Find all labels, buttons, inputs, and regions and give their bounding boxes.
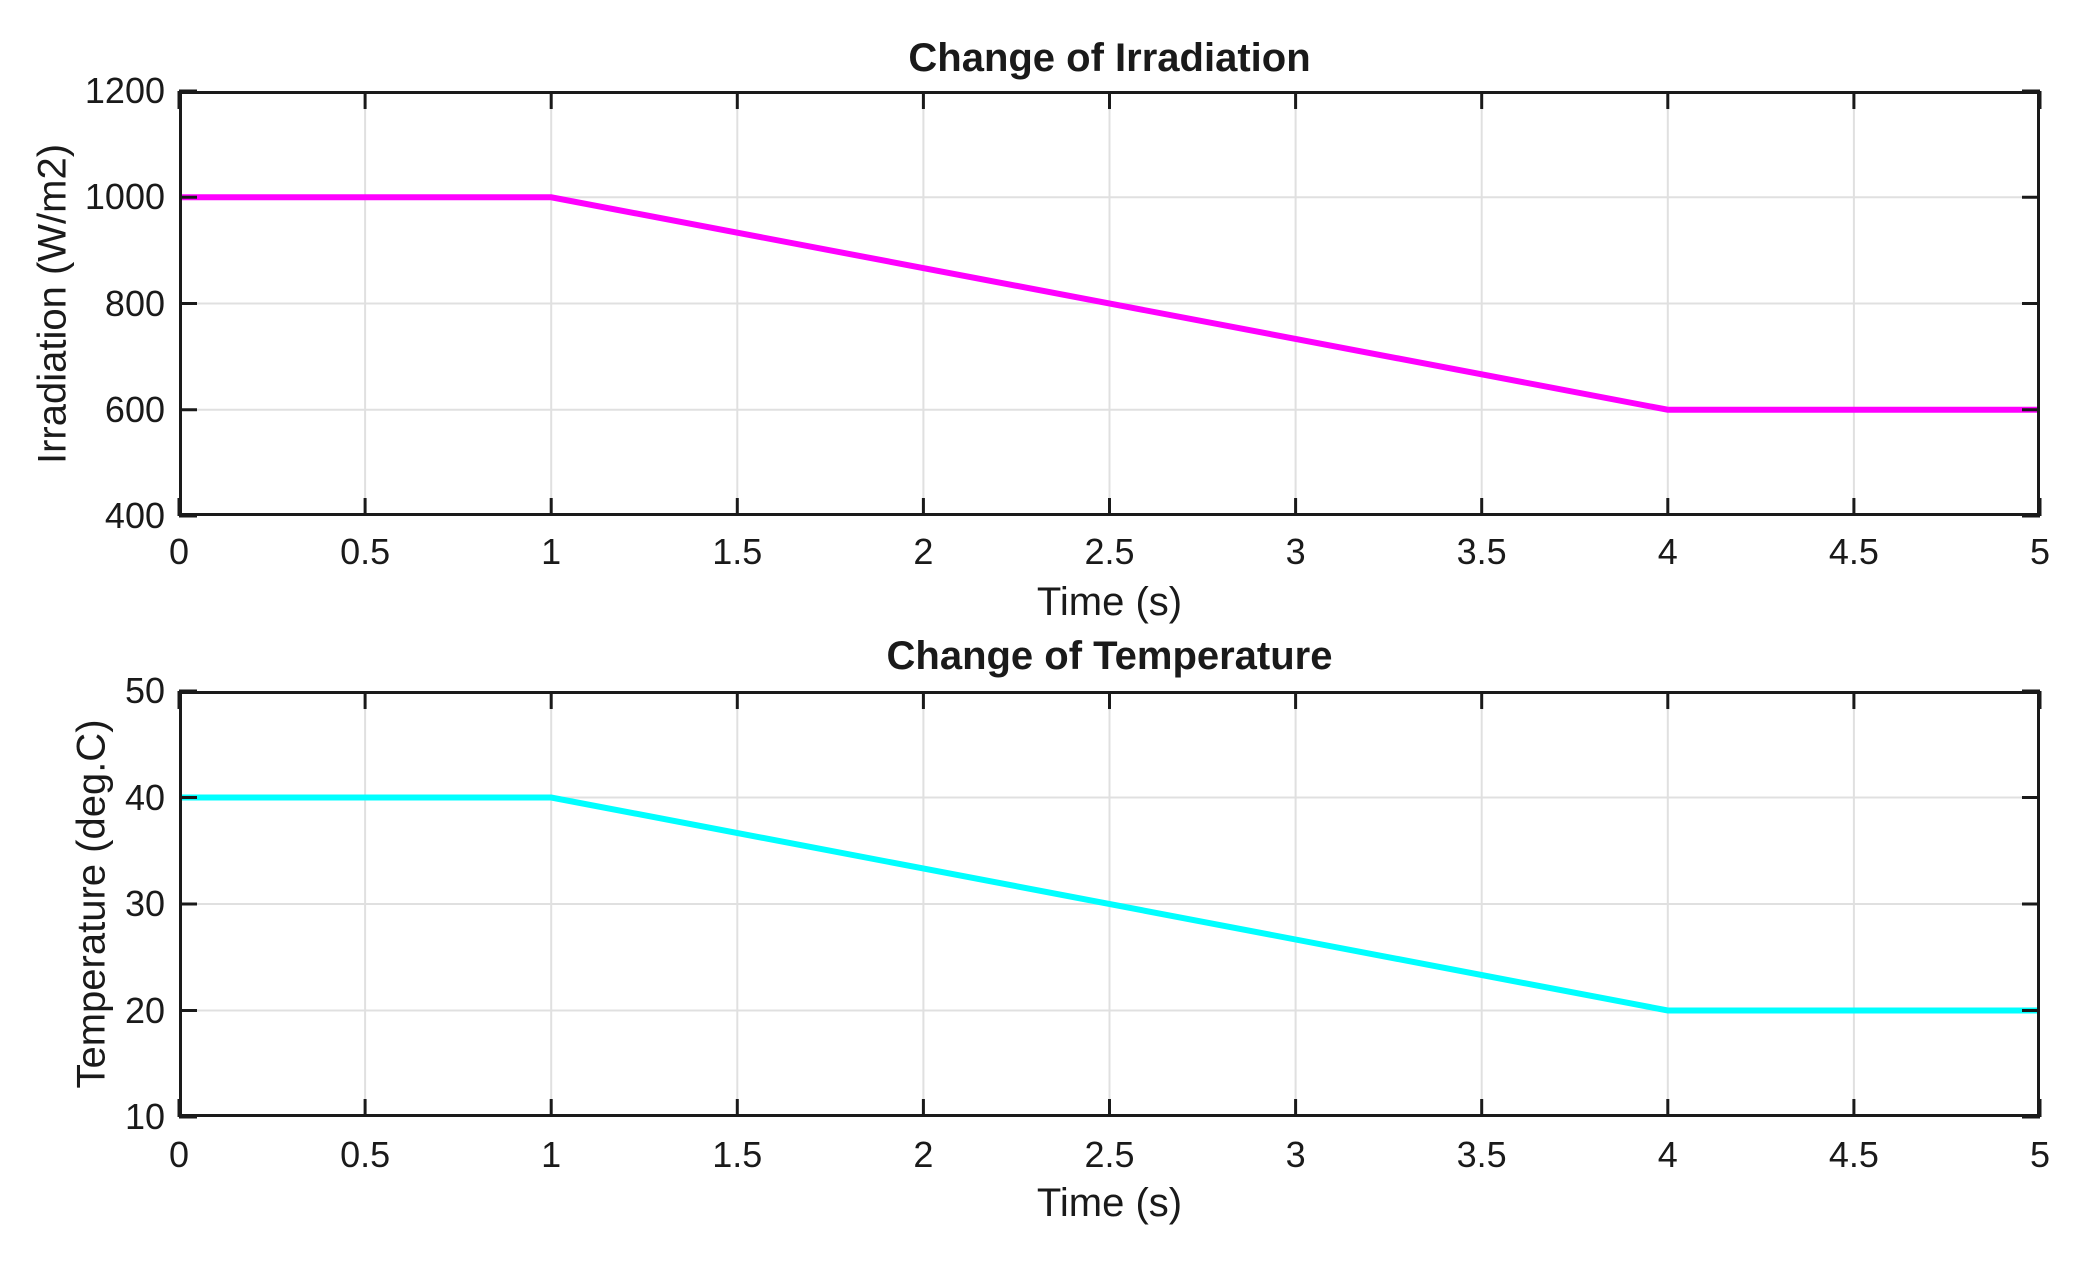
y-tick-label: 20: [124, 989, 165, 1031]
y-tick-label: 800: [104, 282, 165, 324]
x-tick-label: 2.5: [1084, 531, 1135, 572]
irradiation-x-axis-label: Time (s): [1036, 580, 1183, 624]
x-tick-label: 5: [2029, 1134, 2051, 1175]
irradiation-y-axis-label: Irradiation (W/m2): [30, 143, 75, 464]
x-tick-label: 4: [1657, 1134, 1678, 1175]
x-tick-label: 2: [913, 1134, 934, 1175]
x-tick-label: 3: [1285, 531, 1306, 572]
x-tick-label: 1.5: [712, 531, 763, 572]
x-tick-label: 3: [1285, 1134, 1306, 1175]
x-tick-label: 3.5: [1456, 531, 1507, 572]
temperature-chart-title: Change of Temperature: [886, 634, 1333, 678]
y-tick-label: 50: [124, 670, 165, 711]
x-tick-label: 4: [1657, 531, 1678, 572]
irradiation-chart-title: Change of Irradiation: [908, 36, 1311, 80]
x-tick-label: 2.5: [1084, 1134, 1135, 1175]
x-tick-label: 5: [2029, 531, 2051, 572]
x-tick-label: 0: [168, 531, 190, 572]
y-tick-label: 40: [124, 776, 165, 818]
irradiation-line: [179, 194, 2040, 413]
plot-border: [179, 691, 2040, 1117]
y-tick-label: 10: [124, 1096, 165, 1137]
y-tick-label: 1200: [84, 70, 165, 111]
temperature-y-axis-label: Temperature (deg.C): [69, 719, 114, 1089]
y-tick-label: 600: [104, 388, 165, 430]
x-tick-label: 0: [168, 1134, 190, 1175]
x-tick-label: 0.5: [340, 1134, 391, 1175]
y-tick-label: 400: [104, 495, 165, 536]
x-tick-label: 1: [541, 531, 562, 572]
temperature-x-axis-label: Time (s): [1036, 1181, 1183, 1225]
x-tick-label: 1: [541, 1134, 562, 1175]
x-tick-label: 3.5: [1456, 1134, 1507, 1175]
x-tick-label: 2: [913, 531, 934, 572]
plot-border: [179, 91, 2040, 516]
y-tick-label: 30: [124, 883, 165, 924]
temperature-plot-area: [177, 689, 2042, 1119]
irradiation-plot-area: [177, 89, 2042, 518]
x-tick-label: 1.5: [712, 1134, 763, 1175]
y-tick-label: 1000: [84, 176, 165, 218]
x-tick-label: 0.5: [340, 531, 391, 572]
x-tick-label: 4.5: [1828, 531, 1879, 572]
temperature-line: [179, 794, 2040, 1014]
x-tick-label: 4.5: [1828, 1134, 1879, 1175]
